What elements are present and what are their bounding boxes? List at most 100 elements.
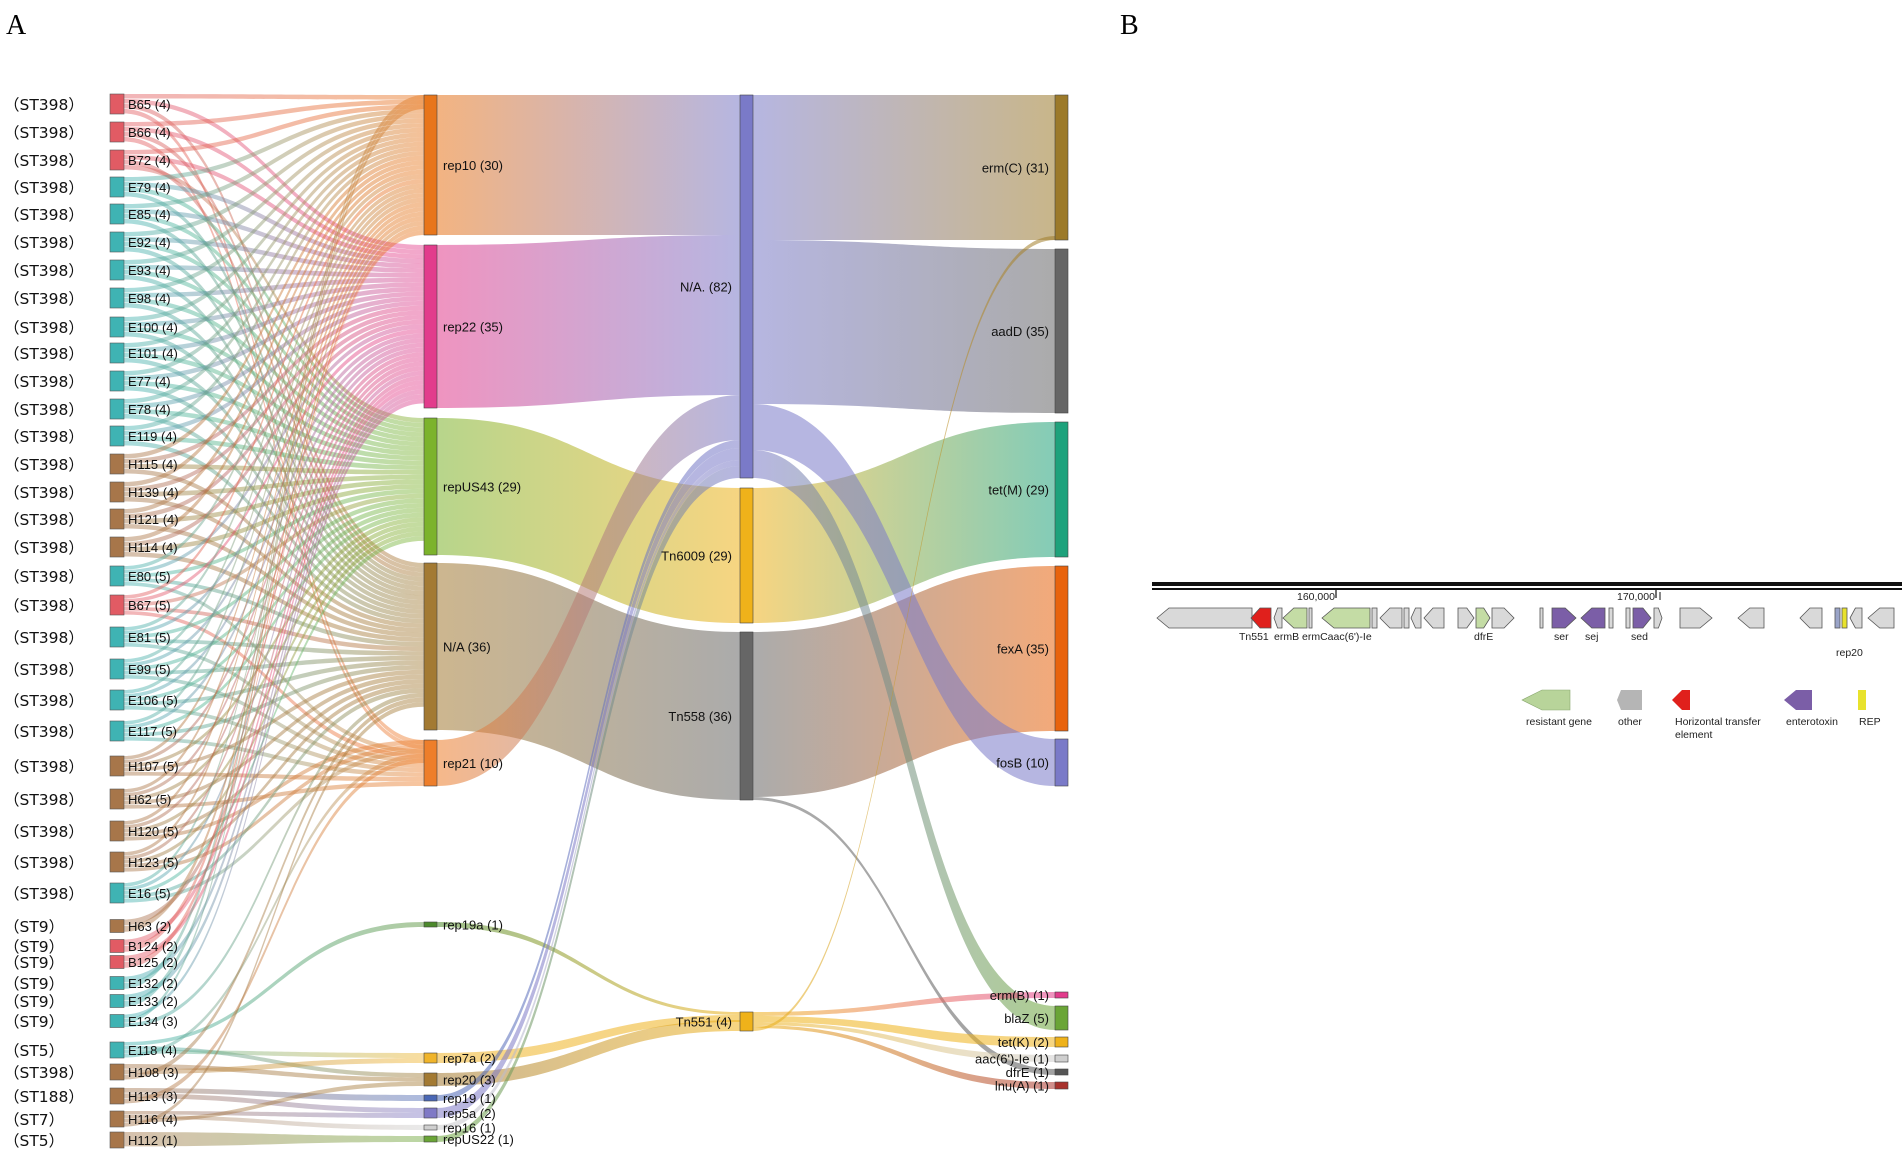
node-blaz	[1054, 1005, 1069, 1031]
link-strain-e78-4-rep22	[124, 296, 424, 409]
strain-id-label: H112 (1)	[128, 1133, 178, 1148]
link-strain-e117-5-NA	[124, 665, 424, 737]
node-ermb	[1054, 991, 1069, 999]
link-strain-h108-3-NA	[124, 697, 424, 1080]
strain-id-label: E118 (4)	[128, 1043, 177, 1058]
gene-label-ermc-aac: ermCaac(6')-Ie	[1302, 631, 1372, 643]
label-rep19: rep19 (1)	[443, 1091, 496, 1106]
strain-st-label: （ST398）	[4, 124, 84, 142]
node-strain-b72-4	[109, 149, 125, 171]
link-strain-e16-5-rep22	[124, 370, 424, 891]
strain-st-label: （ST398）	[4, 234, 84, 252]
link-strain-e118-4-rep20	[124, 1046, 424, 1078]
link-strain-h120-5-rep10	[124, 211, 424, 825]
strain-id-label: E16 (5)	[128, 886, 171, 901]
link-strain-e119-4-rep10	[124, 151, 424, 431]
strain-st-label: （ST398）	[4, 1064, 84, 1082]
strain-id-label: E85 (4)	[128, 207, 171, 222]
strain-id-label: B66 (4)	[128, 125, 171, 140]
panel-b-label: B	[1120, 10, 1139, 41]
label-na82: N/A. (82)	[680, 280, 732, 295]
link-strain-b124-2-rep22	[124, 380, 424, 946]
label-tn6009: Tn6009 (29)	[661, 549, 732, 564]
link-strain-b124-2-rep10	[124, 230, 424, 952]
label-na: N/A (36)	[443, 640, 491, 655]
node-tn6009	[739, 487, 754, 624]
strain-st-label: （ST9）	[4, 993, 64, 1011]
strain-st-label: （ST398）	[4, 854, 84, 872]
strain-st-label: （ST398）	[4, 692, 84, 710]
node-rep7a	[423, 1052, 438, 1064]
strain-st-label: （ST5）	[4, 1042, 64, 1060]
strain-st-label: （ST398）	[4, 539, 84, 557]
link-NA82-ermC	[753, 95, 1055, 240]
link-rep19a-Tn551	[437, 922, 740, 1015]
node-fosb	[1054, 738, 1069, 787]
label-rep7a: rep7a (2)	[443, 1051, 496, 1066]
node-strain-e119-4	[109, 425, 125, 447]
strain-id-label: H107 (5)	[128, 759, 179, 774]
gene-ser	[1551, 607, 1577, 629]
label-blaz: blaZ (5)	[1004, 1011, 1049, 1026]
node-fexa	[1054, 565, 1069, 732]
strain-st-label: （ST5）	[4, 1132, 64, 1150]
panel-a-label: A	[6, 10, 27, 41]
link-strain-e101-4-rep10	[124, 137, 424, 348]
legend-other-icon	[1617, 690, 1642, 710]
strain-st-label: （ST9）	[4, 954, 64, 972]
link-strain-h116-4-rep16	[124, 1115, 424, 1130]
link-strain-h107-5-repUS43	[124, 517, 424, 768]
node-strain-b124-2	[109, 939, 125, 953]
legend-element: element	[1675, 729, 1712, 741]
link-strain-h62-5-NA	[124, 674, 424, 805]
strain-id-label: B125 (2)	[128, 955, 178, 970]
gene-sed	[1632, 607, 1652, 629]
link-strain-h139-4-rep10	[124, 160, 424, 487]
link-NA-Tn558	[437, 563, 740, 800]
link-strain-e106-5-repUS43	[124, 507, 424, 702]
genome-map: 160,000 170,000 Tn551 ermB ermCaac(6')-I…	[1152, 582, 1902, 741]
link-strain-h116-4-rep5a	[124, 1111, 424, 1118]
link-strain-e81-5-repUS43	[124, 498, 424, 639]
link-strain-e16-5-NA	[124, 688, 424, 899]
link-strain-h120-5-rep21	[124, 740, 424, 841]
strain-st-label: （ST398）	[4, 723, 84, 741]
link-strain-e118-4-rep19a	[124, 922, 424, 1046]
node-strain-h121-4	[109, 508, 125, 530]
legend-resistant-gene: resistant gene	[1526, 716, 1592, 728]
gene-small-3	[1403, 607, 1410, 629]
strain-id-label: E134 (3)	[128, 1014, 178, 1029]
sankey-diagram: （ST398） B65 (4) （ST398） B66 (4) （ST398） B72 (…	[0, 75, 1100, 1155]
scale-bar-top	[1152, 582, 1902, 586]
link-strain-e118-4-rep21	[124, 753, 424, 1058]
strain-st-label: （ST398）	[4, 484, 84, 502]
gene-other-12	[1849, 607, 1863, 629]
label-rep16: rep16 (1)	[443, 1121, 496, 1136]
link-strain-e92-4-rep22	[124, 237, 424, 273]
link-rep10-NA82	[437, 95, 740, 235]
link-repUS43-Tn6009	[437, 418, 740, 623]
link-strain-e98-4-rep22	[124, 277, 424, 298]
link-strain-b125-2-rep22	[124, 384, 424, 962]
gene-small-2	[1371, 607, 1378, 629]
node-strain-e101-4	[109, 342, 125, 364]
label-repus22: repUS22 (1)	[443, 1132, 514, 1147]
link-strain-b65-4-rep22	[124, 99, 424, 250]
gene-label-dfre: dfrE	[1474, 631, 1493, 643]
strain-id-label: E106 (5)	[128, 693, 178, 708]
link-strain-e101-4-repUS43	[124, 353, 424, 456]
strain-st-label: （ST398）	[4, 597, 84, 615]
node-tn558	[739, 631, 754, 801]
node-strain-h114-4	[109, 536, 125, 558]
link-strain-e80-5-rep21	[124, 582, 424, 754]
link-strain-e117-5-rep10	[124, 197, 424, 725]
node-tetm	[1054, 421, 1069, 558]
gene-other-7	[1491, 607, 1515, 629]
link-rep7a-Tn551	[437, 1015, 740, 1063]
strain-id-label: B72 (4)	[128, 153, 171, 168]
label-tetk: tet(K) (2)	[998, 1035, 1049, 1050]
strain-id-label: E101 (4)	[128, 346, 178, 361]
gene-label-ser: ser	[1554, 631, 1569, 643]
legend-resistant-gene-icon	[1521, 689, 1571, 711]
